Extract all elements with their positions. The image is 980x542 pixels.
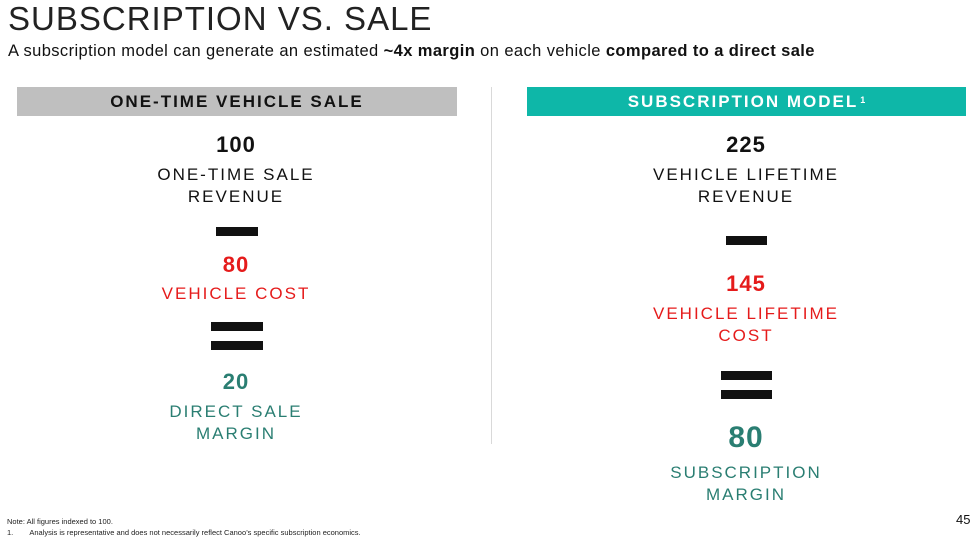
left-revenue-label-line1: ONE-TIME SALE [157,165,315,184]
left-equals-sign [211,322,263,350]
footnote-number: 1. [7,528,14,537]
left-revenue-value: 100 [216,132,256,157]
column-divider [491,87,492,444]
left-minus-sign [216,227,258,236]
page-number: 45 [956,512,971,527]
right-margin-value: 80 [728,421,764,454]
right-cost-value: 145 [726,271,766,296]
right-revenue-label-line2: REVENUE [697,187,795,206]
right-cost-block: 145 VEHICLE LIFETIME COST [616,271,876,347]
subtitle-bold-2: compared to a direct sale [605,42,815,60]
right-margin-label-line2: MARGIN [706,485,786,504]
subtitle-text-1: A subscription model can generate an est… [8,42,384,60]
left-margin-label-line2: MARGIN [196,424,276,443]
left-revenue-label-line2: REVENUE [187,187,285,206]
footnote: 1. Analysis is representative and does n… [7,528,361,537]
left-revenue-block: 100 ONE-TIME SALE REVENUE [136,132,336,208]
footnote-marker: 1 [860,94,866,105]
left-margin-label-line1: DIRECT SALE [169,402,303,421]
left-margin-block: 20 DIRECT SALE MARGIN [136,369,336,445]
left-cost-block: 80 VEHICLE COST [136,252,336,305]
page-title: SUBSCRIPTION VS. SALE [8,0,433,37]
right-equals-sign [721,371,772,399]
right-revenue-value: 225 [726,132,766,157]
subscription-model-header-label: SUBSCRIPTION MODEL [627,91,859,111]
right-minus-sign [726,236,767,245]
right-revenue-block: 225 VEHICLE LIFETIME REVENUE [616,132,876,208]
subscription-model-header: SUBSCRIPTION MODEL 1 [527,87,966,116]
right-margin-label-line1: SUBSCRIPTION [670,463,822,482]
left-margin-value: 20 [222,369,250,394]
left-cost-label: VEHICLE COST [161,284,311,303]
right-cost-label-line1: VEHICLE LIFETIME [653,304,839,323]
note-text: Note: All figures indexed to 100. [7,517,113,526]
left-cost-value: 80 [222,252,250,277]
right-margin-block: 80 SUBSCRIPTION MARGIN [616,421,876,506]
one-time-sale-header: ONE-TIME VEHICLE SALE [17,87,457,116]
right-cost-label-line2: COST [718,326,774,345]
right-revenue-label-line1: VEHICLE LIFETIME [653,165,839,184]
footnote-text: Analysis is representative and does not … [29,528,361,537]
subtitle-bold-1: ~4x margin [383,42,476,60]
page-subtitle: A subscription model can generate an est… [8,42,815,61]
one-time-sale-header-label: ONE-TIME VEHICLE SALE [110,91,364,111]
subtitle-text-2: on each vehicle [475,42,606,60]
